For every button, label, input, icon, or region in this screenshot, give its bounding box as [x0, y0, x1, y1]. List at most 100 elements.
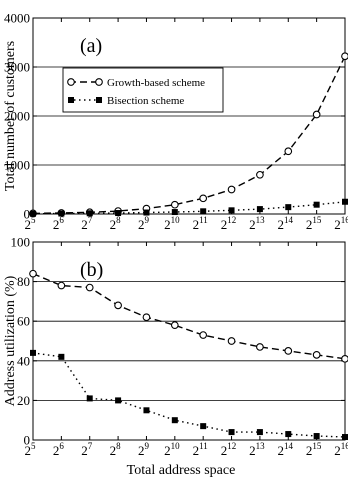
data-point	[256, 206, 263, 213]
data-point	[284, 147, 293, 156]
panel-b: 0 20 40 60 80 100 25 26 27 28 29 210 211 212 213 214 215…	[3, 235, 348, 477]
y-tick-label: 40	[17, 353, 30, 368]
data-point	[256, 343, 264, 351]
series-line	[32, 273, 346, 360]
data-point	[30, 210, 36, 217]
data-point	[341, 354, 348, 363]
series-bisection	[30, 198, 348, 217]
data-point	[227, 337, 236, 345]
panel-a: 0 1000 2000 3000 4000 25 26 27 28 29 210 211 212 213 2…	[3, 11, 348, 232]
legend-box	[62, 67, 224, 113]
series-line	[32, 55, 346, 215]
data-point	[312, 351, 321, 359]
y-axis-label: Total number of customers	[3, 41, 18, 191]
legend-marker	[68, 97, 74, 103]
y-tick-label: 100	[11, 235, 31, 250]
x-tick-label: 216	[334, 215, 348, 232]
data-point	[256, 429, 263, 436]
x-tick-label: 216	[334, 441, 348, 458]
x-tick-label: 29	[138, 215, 150, 232]
legend-marker	[95, 78, 103, 86]
data-point	[200, 423, 207, 430]
data-point	[285, 431, 292, 438]
x-tick-label: 212	[221, 441, 237, 458]
data-point	[200, 208, 207, 215]
data-point	[86, 395, 93, 402]
y-tick-label: 80	[17, 274, 30, 289]
x-tick-label: 214	[278, 441, 294, 458]
data-point	[30, 349, 36, 356]
x-tick-label: 27	[81, 441, 93, 458]
x-tick-label: 25	[25, 215, 37, 232]
y-tick-label: 4000	[4, 11, 30, 26]
series-bisection	[30, 349, 348, 441]
data-point	[228, 429, 235, 436]
data-point	[171, 209, 178, 216]
panel-label: (b)	[80, 259, 103, 281]
panel-label: (a)	[80, 35, 102, 57]
x-tick-label: 28	[110, 215, 122, 232]
plot-frame	[32, 241, 346, 441]
data-point	[199, 331, 208, 339]
data-point	[341, 52, 348, 61]
y-tick-label: 0	[24, 207, 31, 222]
series-line	[32, 352, 346, 438]
data-point	[313, 201, 320, 208]
series-growth-based	[29, 269, 348, 363]
data-point	[342, 198, 348, 205]
x-tick-label: 28	[110, 441, 122, 458]
data-point	[227, 185, 236, 194]
x-tick-label: 26	[53, 215, 64, 232]
data-point	[58, 210, 65, 217]
y-tick-label: 1000	[4, 158, 30, 173]
x-tick-label: 213	[249, 441, 265, 458]
y-tick-label: 0	[24, 433, 31, 448]
x-tick-label: 211	[193, 441, 208, 458]
data-point	[58, 353, 65, 360]
y-tick-label: 20	[17, 393, 30, 408]
data-point	[85, 283, 94, 292]
x-tick-label: 215	[306, 215, 322, 232]
series-line	[32, 201, 346, 215]
data-point	[86, 210, 93, 217]
y-axis-label: Address utilization (%)	[3, 275, 18, 406]
y-tick-label: 2000	[4, 109, 30, 124]
data-point	[342, 434, 348, 441]
data-point	[284, 347, 293, 355]
x-tick-label: 29	[138, 441, 150, 458]
data-point	[199, 194, 208, 203]
data-point	[115, 210, 122, 217]
data-point	[29, 269, 37, 278]
x-tick-label: 26	[53, 441, 64, 458]
x-tick-label: 210	[164, 441, 180, 458]
data-point	[142, 313, 151, 322]
data-point	[170, 200, 179, 209]
x-tick-label: 213	[249, 215, 265, 232]
data-point	[285, 204, 292, 211]
data-point	[143, 209, 150, 216]
legend: Growth-based scheme Bisection scheme	[62, 67, 224, 113]
data-point	[171, 417, 178, 424]
data-point	[114, 301, 122, 310]
data-point	[170, 321, 179, 330]
data-point	[115, 397, 122, 404]
x-tick-label: 25	[25, 441, 37, 458]
x-tick-label: 211	[193, 215, 208, 232]
x-tick-label: 215	[306, 441, 322, 458]
data-point	[228, 207, 235, 214]
x-tick-label: 210	[164, 215, 180, 232]
x-tick-label: 27	[81, 215, 93, 232]
y-tick-label: 3000	[4, 60, 30, 75]
legend-label: Bisection scheme	[107, 95, 184, 107]
data-point	[256, 170, 264, 179]
legend-marker	[96, 97, 102, 103]
x-tick-label: 212	[221, 215, 237, 232]
x-tick-label: 214	[278, 215, 294, 232]
y-tick-label: 60	[17, 314, 30, 329]
x-axis-label: Total address space	[127, 463, 236, 477]
legend-marker	[67, 78, 75, 86]
legend-label: Growth-based scheme	[107, 77, 205, 89]
data-point	[312, 110, 321, 119]
data-point	[313, 433, 320, 440]
